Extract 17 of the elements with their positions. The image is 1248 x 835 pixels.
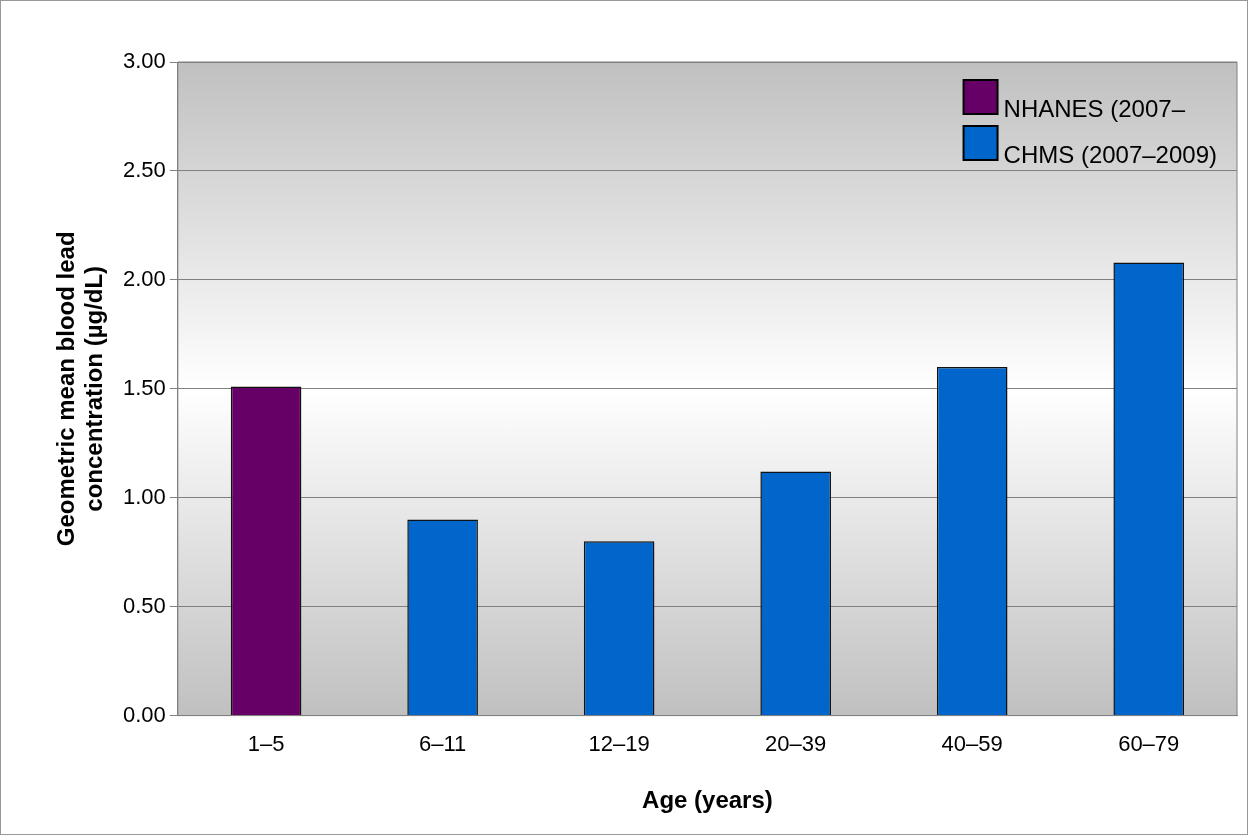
legend-label: NHANES (2007– (1003, 94, 1186, 122)
y-tick-label: 1.50 (122, 374, 166, 400)
y-tick-label: 2.00 (122, 265, 166, 291)
y-tick-label: 3.00 (122, 48, 166, 74)
x-tick-label: 12–19 (588, 730, 650, 756)
y-tick-label: 2.50 (122, 157, 166, 182)
x-tick-label: 6–11 (418, 730, 467, 756)
x-tick-label: 20–39 (765, 730, 827, 756)
legend-label: CHMS (2007–2009) (1003, 140, 1218, 168)
x-axis-title: Age (years) (642, 785, 773, 813)
y-tick-label: 0.50 (122, 592, 166, 618)
y-tick-label: 1.00 (122, 483, 166, 509)
y-axis-title: Geometric mean blood lead concentration (µg/dL) (51, 231, 107, 547)
x-tick-label: 40–59 (941, 730, 1003, 756)
x-tick-label: 1–5 (247, 730, 285, 756)
x-tick-label: 60–79 (1118, 730, 1180, 756)
y-tick-label: 0.00 (122, 701, 166, 727)
